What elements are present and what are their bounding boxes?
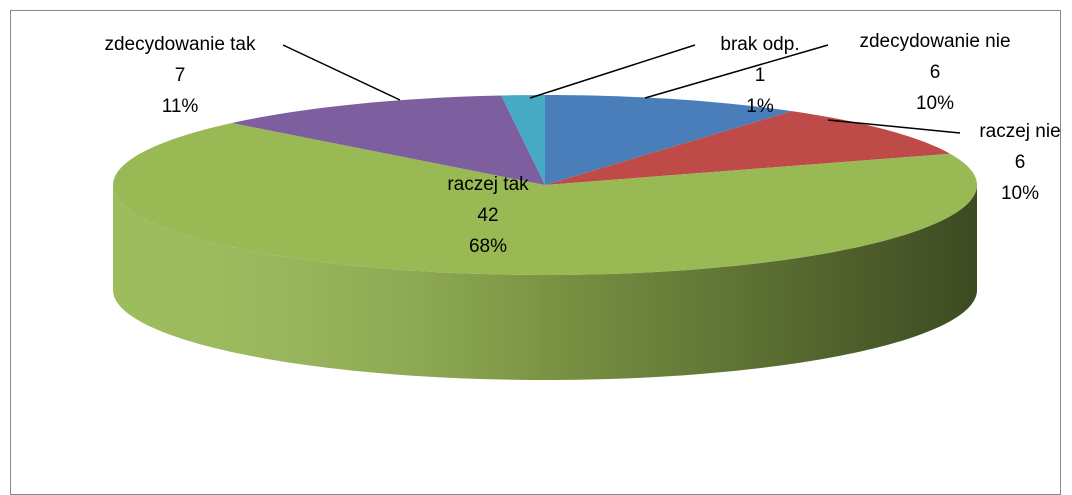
value-label: 6	[930, 62, 941, 83]
value-label: 1	[755, 65, 766, 86]
category-label: raczej tak	[447, 174, 529, 195]
value-label: 7	[175, 65, 186, 86]
slice	[231, 95, 545, 185]
value-label: 6	[1015, 152, 1026, 173]
percent-label: 68%	[469, 236, 507, 257]
percent-label: 10%	[1001, 183, 1039, 204]
slice	[545, 95, 792, 185]
category-label: zdecydowanie tak	[104, 34, 256, 55]
percent-label: 11%	[162, 96, 199, 117]
slice	[501, 95, 545, 185]
leader-lines	[282, 44, 961, 134]
category-label: zdecydowanie nie	[859, 31, 1010, 52]
slice	[113, 122, 977, 275]
category-label: raczej nie	[979, 121, 1060, 142]
percent-label: 10%	[916, 93, 954, 114]
slice	[545, 111, 951, 185]
percent-label: 1%	[746, 96, 774, 117]
category-label: brak odp.	[720, 34, 799, 55]
value-label: 42	[477, 205, 498, 226]
slice-side-shade	[113, 185, 977, 380]
